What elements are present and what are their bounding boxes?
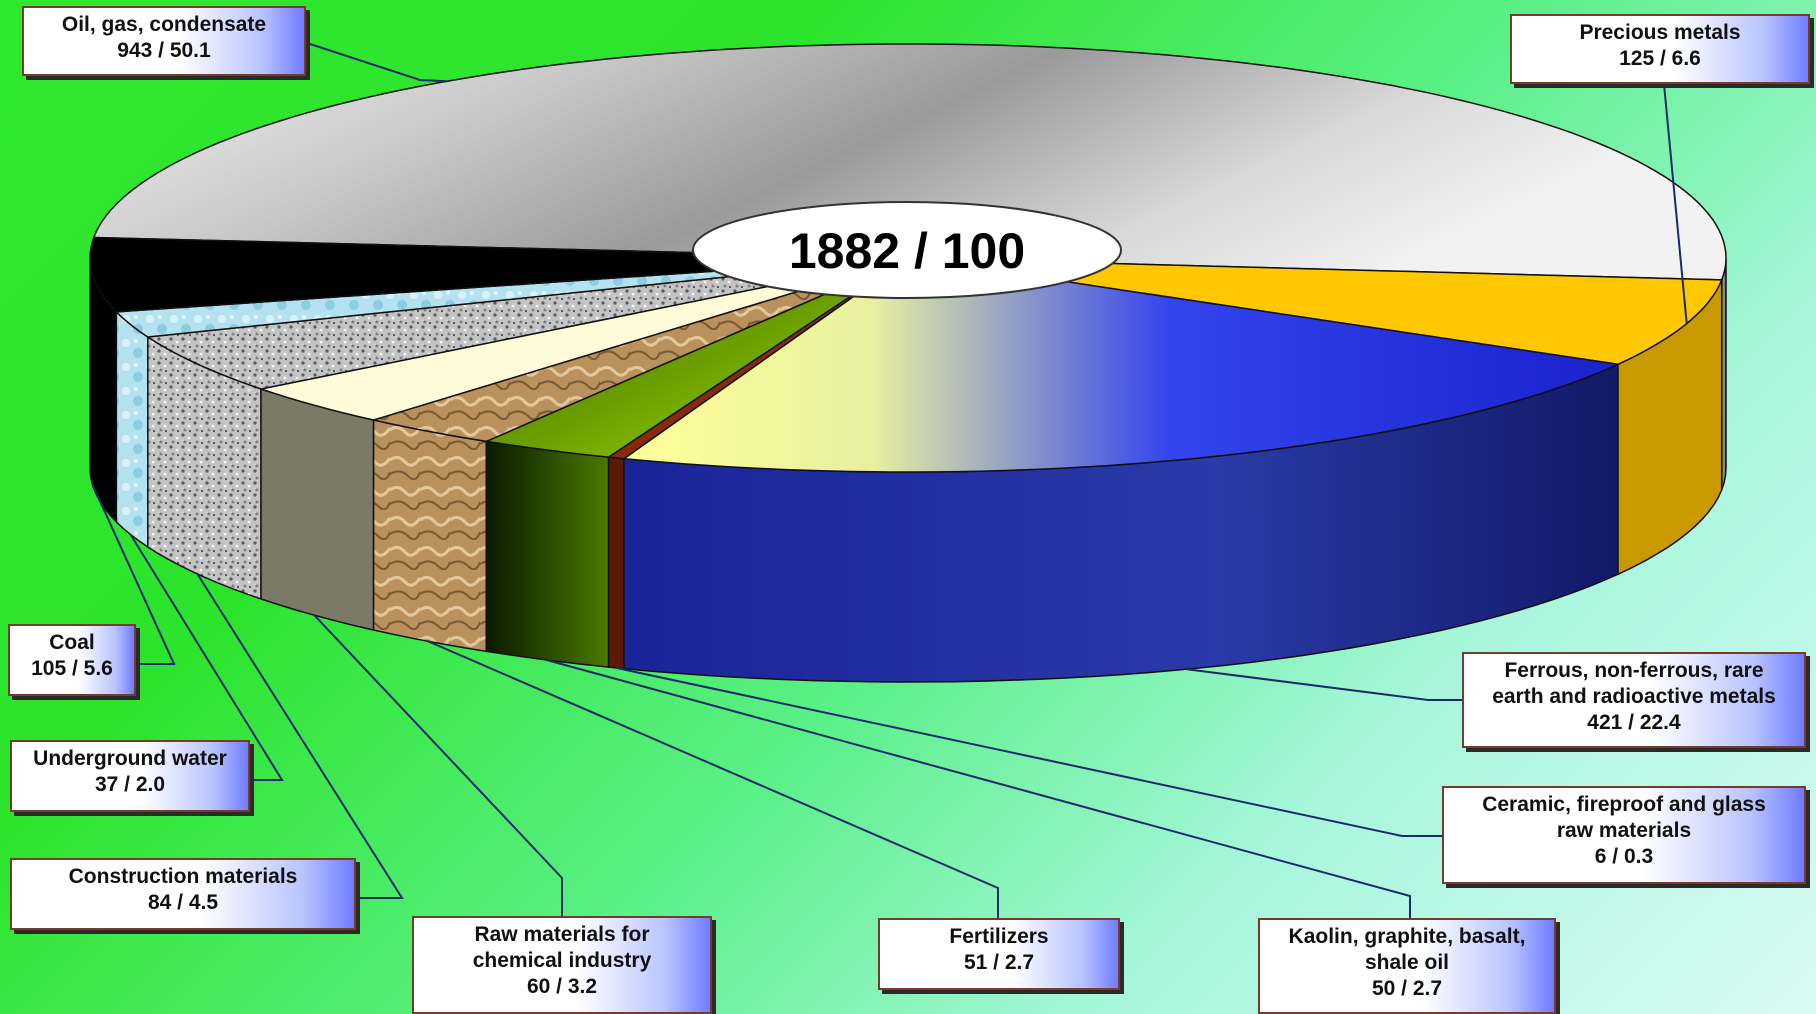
slice-value: 943 / 50.1 xyxy=(117,39,211,62)
slice-name: Underground water xyxy=(33,747,227,770)
slice-name-2: shale oil xyxy=(1364,951,1450,974)
leader-line-underground-water xyxy=(129,534,284,781)
slice-value: 421 / 22.4 xyxy=(1587,711,1681,734)
pie-slice-chemical-raw-materials xyxy=(258,257,909,421)
leader-line-ferrous-metals xyxy=(1186,668,1462,701)
slice-name: Construction materials xyxy=(68,865,298,888)
slice-value: 105 / 5.6 xyxy=(31,657,113,680)
pie-slice-kaolin-graphite xyxy=(483,257,909,458)
slice-value: 51 / 2.7 xyxy=(963,951,1035,974)
label-chemical-industry: Raw materials for chemical industry 60 /… xyxy=(412,916,712,1014)
label-coal: Coal 105 / 5.6 xyxy=(8,624,136,696)
slice-name: Ceramic, fireproof and glass xyxy=(1482,793,1766,816)
label-precious-metals: Precious metals 125 / 6.6 xyxy=(1510,14,1810,84)
pie-side-ceramic-raw-materials xyxy=(607,456,625,670)
leader-line-precious-metals xyxy=(1663,83,1688,324)
pie-slice-oil-gas-condensate xyxy=(92,43,1727,281)
label-oil-gas-condensate: Oil, gas, condensate 943 / 50.1 xyxy=(22,6,306,76)
slice-name: Fertilizers xyxy=(949,925,1049,948)
slice-name-2: raw materials xyxy=(1556,819,1692,842)
leader-line-oil-gas-condensate xyxy=(303,41,447,83)
slice-value: 50 / 2.7 xyxy=(1371,977,1443,1000)
label-ceramic: Ceramic, fireproof and glass raw materia… xyxy=(1442,786,1806,884)
leader-line-kaolin-graphite xyxy=(545,658,1411,918)
slice-name-2: earth and radioactive metals xyxy=(1492,685,1776,708)
leader-line-ceramic-raw-materials xyxy=(615,666,1442,837)
label-construction-materials: Construction materials 84 / 4.5 xyxy=(10,858,356,930)
label-underground-water: Underground water 37 / 2.0 xyxy=(10,740,250,812)
slice-value: 125 / 6.6 xyxy=(1619,47,1701,70)
total-value: 1882 / 100 xyxy=(789,223,1025,279)
slice-name: Oil, gas, condensate xyxy=(61,13,267,36)
pie-slice-underground-water xyxy=(114,257,909,338)
pie-slice-ferrous-metals xyxy=(621,257,1621,473)
pie-side-chemical-raw-materials xyxy=(260,387,375,631)
label-fertilizers: Fertilizers 51 / 2.7 xyxy=(878,918,1120,990)
leader-line-fertilizers xyxy=(427,640,999,918)
label-kaolin: Kaolin, graphite, basalt, shale oil 50 /… xyxy=(1258,918,1556,1014)
total-label: 1882 / 100 xyxy=(692,201,1122,299)
pie-side-fertilizers xyxy=(372,419,488,653)
slice-value: 37 / 2.0 xyxy=(94,773,166,796)
slice-name: Ferrous, non-ferrous, rare xyxy=(1504,659,1764,682)
slice-value: 6 / 0.3 xyxy=(1594,845,1654,868)
leader-line-chemical-raw-materials xyxy=(313,614,563,916)
pie-side-underground-water xyxy=(115,310,149,549)
label-ferrous-metals: Ferrous, non-ferrous, rare earth and rad… xyxy=(1462,652,1806,748)
slice-value: 84 / 4.5 xyxy=(147,891,219,914)
slice-name: Raw materials for xyxy=(474,923,650,946)
leader-line-coal xyxy=(91,484,176,665)
slice-name: Coal xyxy=(49,631,95,654)
pie-side-kaolin-graphite xyxy=(485,440,610,668)
pie-slice-construction-materials xyxy=(145,257,909,390)
slice-name: Precious metals xyxy=(1579,21,1741,44)
leader-line-construction-materials xyxy=(196,573,404,899)
slice-value: 60 / 3.2 xyxy=(526,975,598,998)
slice-name-2: chemical industry xyxy=(472,949,652,972)
slice-name: Kaolin, graphite, basalt, xyxy=(1288,925,1526,948)
pie-slice-fertilizers xyxy=(370,257,909,443)
